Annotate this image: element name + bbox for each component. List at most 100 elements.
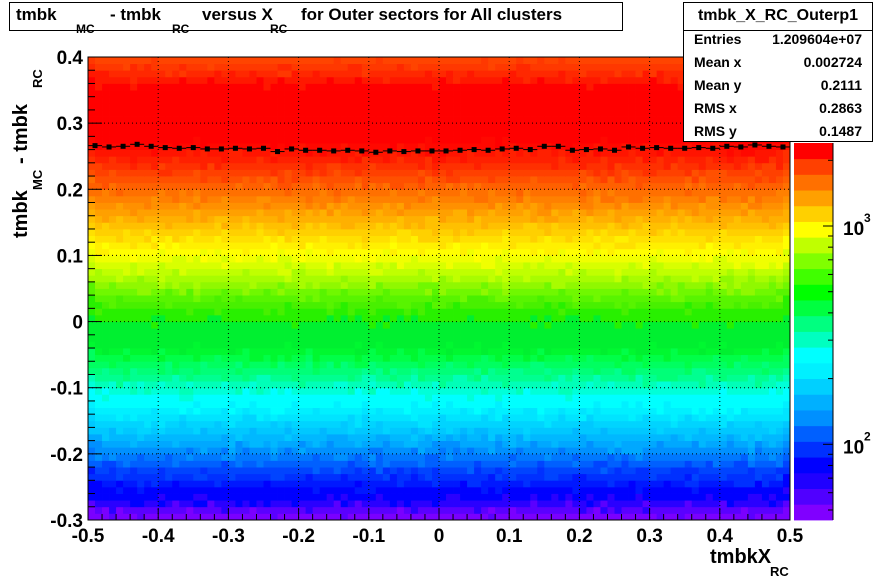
heatmap-cell xyxy=(761,189,770,197)
heatmap-cell xyxy=(116,248,124,256)
heatmap-cell xyxy=(726,295,735,303)
heatmap-cell xyxy=(305,288,314,296)
heatmap-cell xyxy=(614,414,622,422)
heatmap-cell xyxy=(600,493,608,501)
heatmap-cell xyxy=(747,262,756,270)
heatmap-cell xyxy=(558,473,566,481)
heatmap-cell xyxy=(333,195,342,203)
heatmap-cell xyxy=(663,467,672,475)
heatmap-cell xyxy=(312,354,321,362)
heatmap-cell xyxy=(698,367,707,375)
heatmap-cell xyxy=(677,447,686,455)
heatmap-cell xyxy=(572,195,580,203)
heatmap-cell xyxy=(614,387,622,395)
heatmap-cell xyxy=(263,513,271,521)
heatmap-cell xyxy=(733,295,742,303)
heatmap-cell xyxy=(691,235,700,243)
heatmap-cell xyxy=(775,506,784,514)
heatmap-cell xyxy=(698,493,707,501)
heatmap-cell xyxy=(460,453,468,461)
heatmap-cell xyxy=(642,268,650,276)
heatmap-cell xyxy=(635,400,643,408)
heatmap-cell xyxy=(151,268,159,276)
heatmap-cell xyxy=(775,374,784,382)
heatmap-cell xyxy=(305,473,314,481)
heatmap-cell xyxy=(333,513,342,521)
heatmap-cell xyxy=(698,334,707,342)
heatmap-cell xyxy=(642,361,650,369)
heatmap-cell xyxy=(635,480,643,488)
heatmap-cell xyxy=(319,275,328,283)
heatmap-cell xyxy=(95,334,103,342)
heatmap-cell xyxy=(193,281,201,289)
heatmap-cell xyxy=(200,480,208,488)
heatmap-cell xyxy=(600,275,608,283)
heatmap-cell xyxy=(207,513,215,521)
heatmap-cell xyxy=(705,215,714,223)
heatmap-cell xyxy=(502,513,510,521)
heatmap-cell xyxy=(453,228,461,236)
heatmap-cell xyxy=(523,354,531,362)
heatmap-cell xyxy=(263,473,271,481)
heatmap-cell xyxy=(544,262,552,270)
heatmap-cell xyxy=(424,189,433,197)
heatmap-cell xyxy=(635,301,643,309)
heatmap-cell xyxy=(481,228,489,236)
heatmap-cell xyxy=(151,262,159,270)
heatmap-cell xyxy=(102,361,110,369)
heatmap-cell xyxy=(782,394,791,402)
heatmap-cell xyxy=(382,268,391,276)
heatmap-cell xyxy=(256,308,264,316)
heatmap-cell xyxy=(579,301,587,309)
heatmap-cell xyxy=(600,295,608,303)
heatmap-cell xyxy=(235,407,243,415)
heatmap-cell xyxy=(467,281,475,289)
heatmap-cell xyxy=(761,248,770,256)
heatmap-cell xyxy=(368,308,377,316)
heatmap-cell xyxy=(417,440,426,448)
heatmap-cell xyxy=(375,381,384,389)
heatmap-cell xyxy=(347,473,356,481)
heatmap-cell xyxy=(172,420,180,428)
heatmap-cell xyxy=(586,202,594,210)
heatmap-cell xyxy=(579,367,587,375)
heatmap-cell xyxy=(410,440,419,448)
heatmap-cell xyxy=(116,486,124,494)
heatmap-cell xyxy=(446,414,454,422)
heatmap-cell xyxy=(326,242,335,250)
heatmap-cell xyxy=(677,427,686,435)
heatmap-cell xyxy=(649,414,658,422)
heatmap-cell xyxy=(439,434,447,442)
heatmap-cell xyxy=(151,334,159,342)
heatmap-cell xyxy=(565,222,573,230)
heatmap-cell xyxy=(698,400,707,408)
heatmap-cell xyxy=(684,394,693,402)
heatmap-cell xyxy=(102,440,110,448)
heatmap-cell xyxy=(102,341,110,349)
heatmap-cell xyxy=(130,202,138,210)
heatmap-cell xyxy=(186,255,194,263)
heatmap-cell xyxy=(754,295,763,303)
heatmap-cell xyxy=(284,453,292,461)
heatmap-cell xyxy=(677,467,686,475)
heatmap-cell xyxy=(207,400,215,408)
heatmap-cell xyxy=(474,248,482,256)
heatmap-cell xyxy=(144,328,152,336)
heatmap-cell xyxy=(628,281,636,289)
heatmap-cell xyxy=(319,427,328,435)
heatmap-cell xyxy=(481,447,489,455)
heatmap-cell xyxy=(740,447,749,455)
heatmap-cell xyxy=(544,400,552,408)
heatmap-cell xyxy=(228,314,236,322)
heatmap-cell xyxy=(712,248,721,256)
heatmap-cell xyxy=(488,493,496,501)
heatmap-cell xyxy=(95,493,103,501)
heatmap-cell xyxy=(523,189,531,197)
heatmap-cell xyxy=(754,500,763,508)
heatmap-cell xyxy=(319,242,328,250)
heatmap-cell xyxy=(663,255,672,263)
heatmap-cell xyxy=(431,381,440,389)
heatmap-cell xyxy=(333,374,342,382)
heatmap-cell xyxy=(439,301,447,309)
